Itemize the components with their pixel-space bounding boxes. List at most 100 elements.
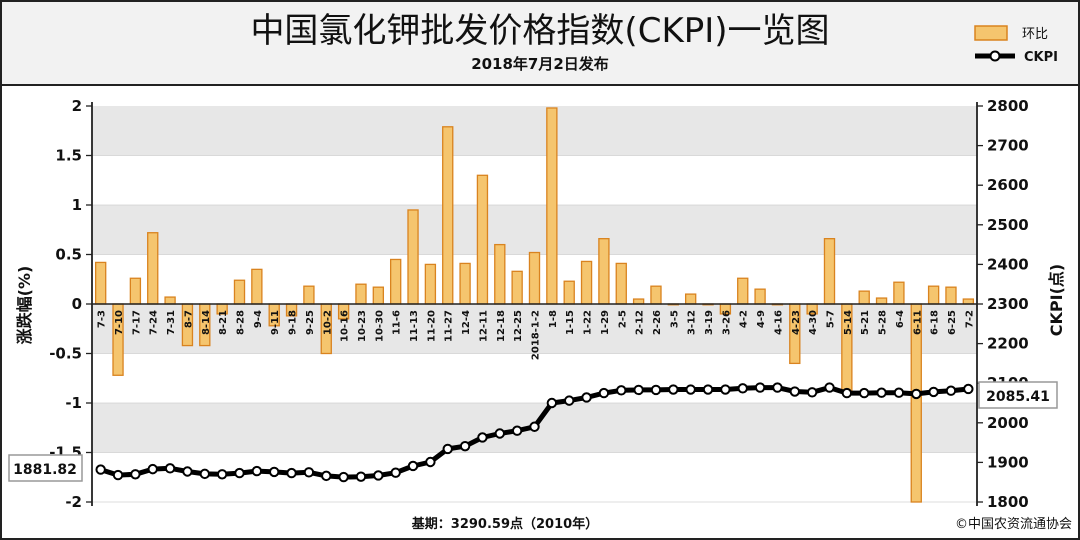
x-tick-label: 1-8 <box>548 310 559 328</box>
y-left-tick-label: 1.5 <box>55 147 82 165</box>
start-value-text: 1881.82 <box>13 462 77 478</box>
x-tick-label: 3-26 <box>721 310 732 335</box>
ckpi-point <box>425 456 436 468</box>
bar-10-30 <box>372 286 385 305</box>
base-period-note: 基期：3290.59点（2010年） <box>411 516 598 532</box>
bar-2-5 <box>615 262 627 305</box>
ckpi-point <box>564 395 575 406</box>
y-left-tick-label: 1 <box>72 196 82 214</box>
ckpi-point <box>164 463 176 474</box>
legend: 环比 CKPI <box>974 25 1058 65</box>
legend-bar-label: 环比 <box>1022 27 1048 42</box>
x-tick-label: 12-11 <box>478 310 489 342</box>
ckpi-point <box>754 382 766 393</box>
ckpi-point <box>893 387 905 398</box>
y-right-tick-label: 2500 <box>987 216 1029 234</box>
ckpi-point <box>737 383 748 394</box>
grid-band <box>92 205 977 255</box>
bar-12-11 <box>476 174 489 305</box>
chart-subtitle: 2018年7月2日发布 <box>471 55 609 73</box>
copyright-note: ©中国农资流通协会 <box>955 517 1072 532</box>
ckpi-point <box>269 466 280 478</box>
x-tick-label: 8-14 <box>201 310 212 335</box>
axes-layer: -2-1.5-1-0.500.511.521800190020002100220… <box>49 97 1029 511</box>
ckpi-point <box>963 383 974 395</box>
x-tick-label: 9-4 <box>253 310 264 328</box>
x-tick-label: 3-19 <box>704 310 715 335</box>
y-right-tick-label: 2800 <box>987 97 1029 115</box>
x-tick-label: 8-21 <box>218 310 229 335</box>
ckpi-point <box>685 384 696 395</box>
bar-1-22 <box>580 260 593 305</box>
bar-5-21 <box>858 290 870 305</box>
bar-1-8 <box>546 107 558 305</box>
x-tick-label: 3-12 <box>687 310 698 335</box>
bar-12-25 <box>511 270 523 305</box>
ckpi-point <box>459 440 471 452</box>
bar-7-24 <box>147 232 159 305</box>
grid-band <box>92 106 977 156</box>
ckpi-point <box>216 469 228 480</box>
bar-5-28 <box>875 297 888 305</box>
bar-12-18 <box>494 243 506 305</box>
x-tick-label: 1-15 <box>565 310 576 335</box>
x-tick-label: 9-11 <box>270 310 281 335</box>
ckpi-point <box>442 443 453 455</box>
x-tick-label: 5-14 <box>843 310 854 335</box>
x-tick-label: 10-2 <box>322 310 333 335</box>
x-tick-label: 11-13 <box>409 310 420 342</box>
bar-11-6 <box>389 258 402 305</box>
y-left-tick-label: 0 <box>72 295 82 313</box>
ckpi-point <box>338 471 349 483</box>
x-tick-label: 2-5 <box>617 310 628 328</box>
x-tick-label: 12-18 <box>496 310 507 342</box>
ckpi-point <box>130 469 141 480</box>
x-tick-label: 12-25 <box>513 310 524 342</box>
ckpi-point <box>806 387 818 398</box>
y-left-tick-label: -0.5 <box>49 345 82 363</box>
ckpi-point <box>668 384 679 395</box>
x-tick-label: 5-21 <box>860 310 871 335</box>
x-tick-label: 6-4 <box>895 310 906 328</box>
ckpi-point <box>529 421 540 432</box>
x-tick-label: 7-2 <box>964 310 975 328</box>
legend-bar-swatch <box>974 25 1008 41</box>
bar-12-4 <box>459 262 471 305</box>
legend-line-marker <box>989 50 1001 62</box>
bar-4-9 <box>754 288 766 305</box>
ckpi-point <box>720 384 731 395</box>
x-tick-label: 1-29 <box>600 310 611 335</box>
start-value-callout: 1881.82 <box>8 454 83 482</box>
x-tick-label: 8-28 <box>236 310 247 335</box>
ckpi-point <box>511 425 523 436</box>
chart-body-frame <box>0 84 1080 540</box>
ckpi-point <box>286 467 297 479</box>
ckpi-point <box>251 465 263 477</box>
ckpi-point <box>789 386 800 397</box>
x-tick-label: 7-3 <box>97 310 108 328</box>
bar-9-4 <box>251 268 263 305</box>
grid-band <box>92 304 977 354</box>
x-tick-label: 6-11 <box>912 310 923 335</box>
x-tick-label: 2-26 <box>652 310 663 335</box>
ckpi-point <box>234 467 245 479</box>
x-tick-label: 7-24 <box>149 310 160 335</box>
ckpi-point <box>95 464 106 475</box>
ckpi-point <box>650 384 662 396</box>
x-tick-label: 4-16 <box>773 310 784 335</box>
ckpi-point <box>477 432 488 443</box>
ckpi-point <box>182 466 193 477</box>
header-band <box>0 0 1080 86</box>
y-axis-left-title: 涨跌幅(%) <box>15 266 34 345</box>
ckpi-point <box>928 386 939 398</box>
ckpi-point <box>373 470 384 481</box>
ckpi-point <box>824 382 835 393</box>
y-right-tick-label: 2600 <box>987 176 1029 194</box>
x-tick-label: 5-28 <box>878 310 889 335</box>
y-left-tick-label: 2 <box>72 97 82 115</box>
y-right-tick-label: 1800 <box>987 493 1029 511</box>
bar-1-15 <box>563 280 575 305</box>
ckpi-point <box>945 385 957 396</box>
end-value-text: 2085.41 <box>986 389 1050 405</box>
